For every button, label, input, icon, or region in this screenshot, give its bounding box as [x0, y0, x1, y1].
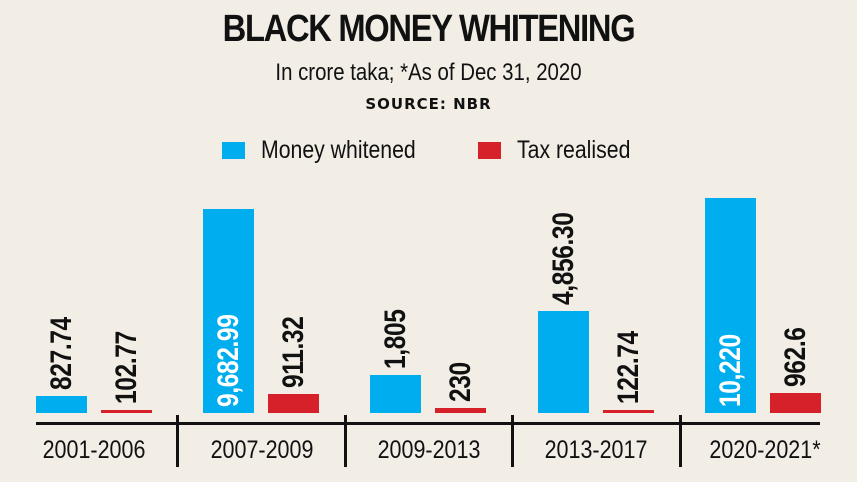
bar-tax-realised [603, 410, 654, 413]
bar-value-label: 122.74 [611, 331, 645, 404]
bar-money-whitened [203, 209, 254, 413]
bar-value-label: 9,682.99 [211, 314, 245, 407]
legend-label: Money whitened [261, 135, 416, 164]
bar-tax-realised [770, 393, 821, 413]
bar-value-label: 911.32 [276, 316, 310, 388]
bar-value-label: 962.6 [778, 327, 812, 387]
bar-value-label: 827.74 [44, 317, 78, 390]
bar-tax-realised [435, 408, 486, 413]
axis-separator-tick [344, 415, 347, 467]
chart-source: SOURCE: NBR [365, 95, 492, 113]
bar-money-whitened [538, 311, 589, 413]
legend-label: Tax realised [517, 135, 631, 164]
axis-separator-tick [176, 415, 179, 467]
chart-subtitle: In crore taka; *As of Dec 31, 2020 [275, 59, 582, 86]
x-axis-line [36, 422, 820, 425]
category-label: 2007-2009 [210, 436, 314, 464]
bar-money-whitened [705, 198, 756, 413]
axis-separator-tick [511, 415, 514, 467]
bar-value-label: 4,856.30 [546, 212, 580, 305]
bar-tax-realised [101, 410, 152, 413]
legend-swatch-red [478, 141, 501, 159]
category-label: 2001-2006 [42, 436, 146, 464]
category-label: 2013-2017 [544, 436, 648, 464]
bar-value-label: 10,220 [713, 334, 747, 407]
legend-swatch-blue [222, 141, 245, 159]
bar-money-whitened [370, 375, 421, 413]
bar-money-whitened [36, 396, 87, 413]
bar-tax-realised [268, 394, 319, 413]
category-label: 2020-2021* [709, 436, 821, 464]
chart-title: BLACK MONEY WHITENING [222, 8, 636, 50]
bar-value-label: 1,805 [378, 309, 412, 369]
bar-value-label: 230 [443, 362, 477, 402]
legend-item-tax-realised: Tax realised [478, 136, 650, 164]
category-label: 2009-2013 [377, 436, 481, 464]
bar-value-label: 102.77 [109, 331, 143, 404]
legend-item-money-whitened: Money whitened [222, 136, 443, 164]
axis-separator-tick [679, 415, 682, 467]
